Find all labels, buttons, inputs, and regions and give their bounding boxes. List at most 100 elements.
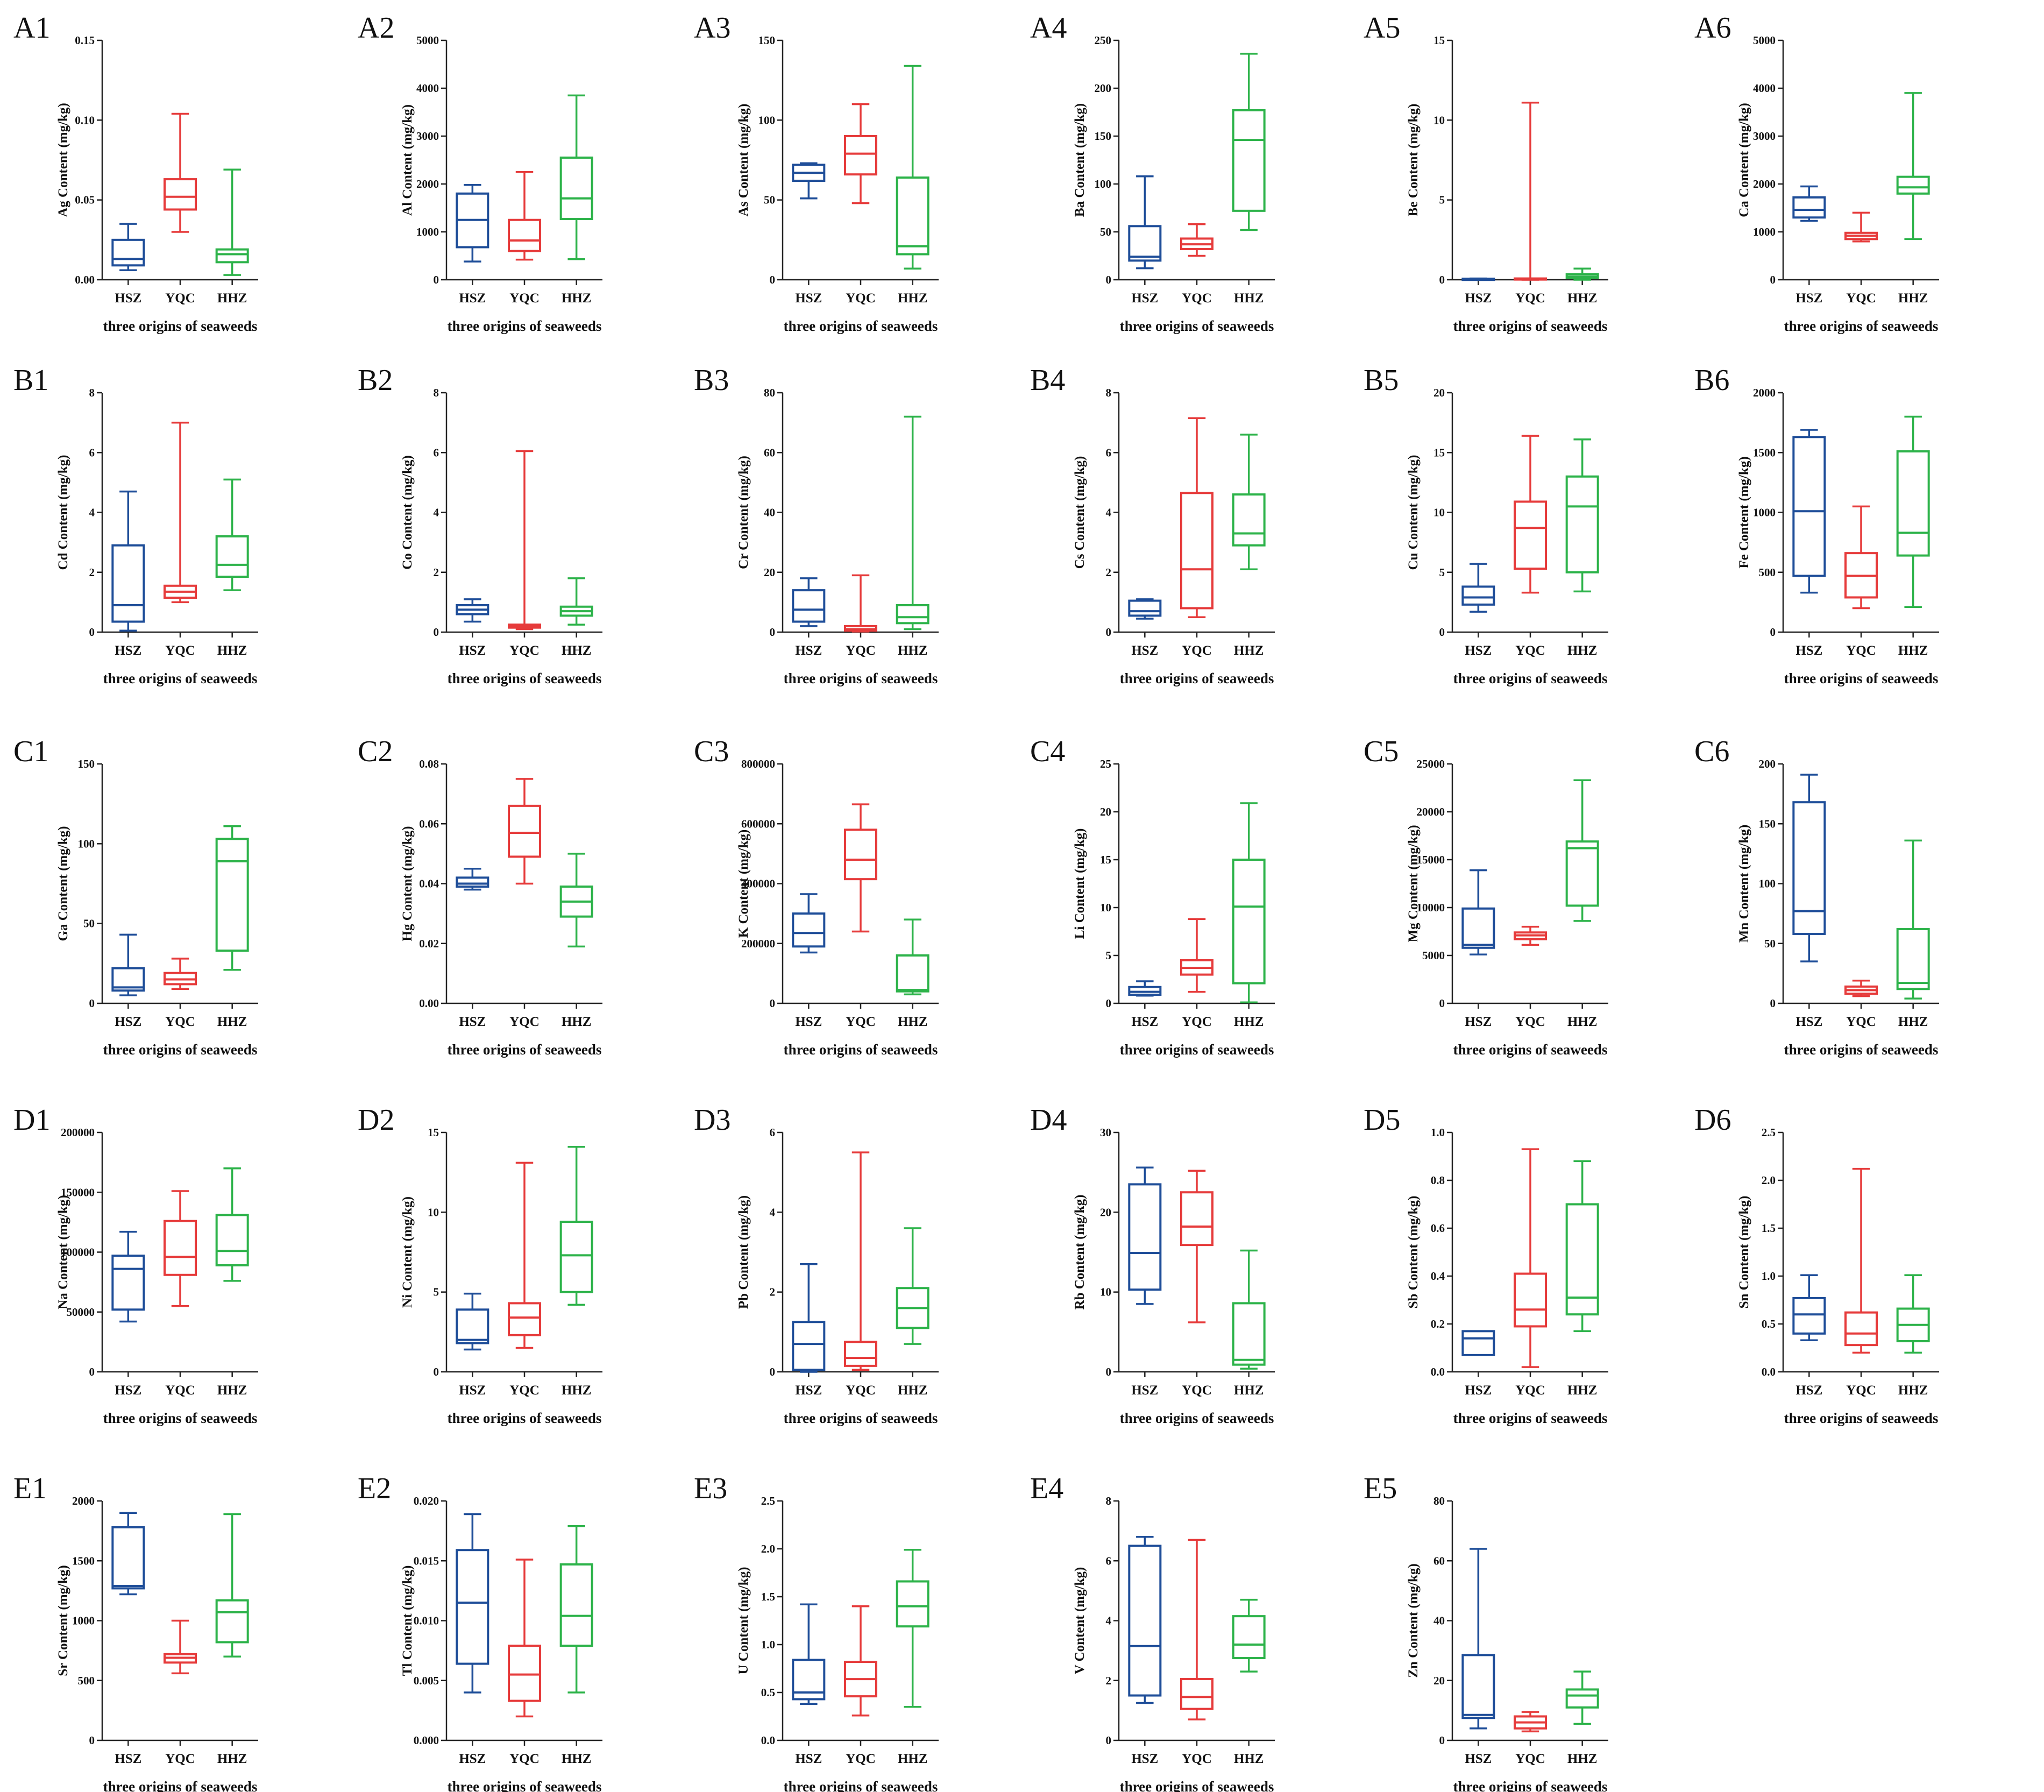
y-tick-label: 25000 xyxy=(1417,757,1445,770)
panel-label: B4 xyxy=(1030,364,1065,397)
y-tick-label: 5 xyxy=(1439,194,1445,207)
box-hsz xyxy=(1461,1330,1495,1356)
y-tick-label: 4000 xyxy=(416,82,439,95)
y-tick-label: 20 xyxy=(1433,1674,1445,1687)
box-hhz xyxy=(1565,438,1599,593)
x-category-label: YQC xyxy=(846,1752,876,1766)
y-axis-label: Fe Content (mg/kg) xyxy=(1737,456,1751,568)
y-axis-label: V Content (mg/kg) xyxy=(1073,1567,1087,1675)
y-tick-label: 8 xyxy=(1106,1494,1112,1507)
y-tick-label: 5 xyxy=(434,1286,439,1299)
chart-panel-A5: A5 0 5 10 15 Be Content (mg/kg) HSZ YQC HHZ three… xyxy=(1364,11,1608,334)
box-hsz xyxy=(456,598,489,623)
y-tick-label: 2 xyxy=(770,1286,776,1299)
y-tick-label: 40 xyxy=(1433,1614,1445,1627)
x-category-label: HHZ xyxy=(898,1383,928,1398)
x-category-label: HSZ xyxy=(1465,1015,1492,1029)
box-hsz xyxy=(456,1513,489,1694)
x-category-label: HSZ xyxy=(1131,1383,1158,1398)
iqr-box xyxy=(1514,500,1547,570)
y-tick-label: 0 xyxy=(89,997,95,1010)
y-axis-label: Rb Content (mg/kg) xyxy=(1073,1195,1087,1310)
panel-label: C2 xyxy=(358,735,393,768)
x-category-label: HSZ xyxy=(1465,643,1492,658)
chart-panel-A4: A4 0 50 100 150 200 250 Ba Content (mg/kg) HSZ YQ… xyxy=(1030,11,1275,334)
x-category-label: HHZ xyxy=(1234,643,1264,658)
box-hhz xyxy=(1232,1249,1266,1370)
box-hsz xyxy=(456,184,489,263)
y-tick-label: 200000 xyxy=(741,937,775,950)
box-hsz xyxy=(1461,563,1495,613)
iqr-box xyxy=(1461,1654,1495,1719)
chart-panel-E2: E2 0.000 0.005 0.010 0.015 0.020 Tl Content (m… xyxy=(358,1472,602,1792)
y-tick-label: 50 xyxy=(1764,937,1776,950)
y-tick-label: 5000 xyxy=(1422,949,1445,962)
x-category-label: HSZ xyxy=(795,1752,822,1766)
x-category-label: HHZ xyxy=(1898,643,1928,658)
box-hhz xyxy=(1565,1160,1599,1333)
iqr-box xyxy=(1844,1311,1878,1347)
iqr-box xyxy=(164,178,197,211)
iqr-box xyxy=(456,1308,489,1344)
x-category-label: YQC xyxy=(1515,1015,1545,1029)
box-hsz xyxy=(1461,1548,1495,1730)
panel-label: B2 xyxy=(358,364,393,397)
x-category-label: HHZ xyxy=(1234,1752,1264,1766)
iqr-box xyxy=(215,1599,249,1644)
iqr-box xyxy=(1128,1545,1162,1697)
y-tick-label: 20000 xyxy=(1417,805,1445,818)
box-hsz xyxy=(1461,277,1495,281)
x-category-label: HSZ xyxy=(1795,1015,1822,1029)
y-tick-label: 6 xyxy=(1106,1554,1112,1567)
iqr-box xyxy=(1461,585,1495,606)
box-yqc xyxy=(164,1619,197,1675)
x-axis-label: three origins of seaweeds xyxy=(1784,1410,1939,1426)
box-yqc xyxy=(508,778,541,885)
chart-panel-D3: D3 0 2 4 6 Pb Content (mg/kg) HSZ YQC HHZ three o… xyxy=(694,1103,939,1426)
box-hhz xyxy=(1232,1598,1266,1673)
x-axis-label: three origins of seaweeds xyxy=(1453,1410,1608,1426)
x-category-label: YQC xyxy=(1846,1015,1876,1029)
box-hhz xyxy=(896,1549,929,1708)
box-yqc xyxy=(1514,1711,1547,1733)
box-hhz xyxy=(1232,802,1266,1003)
y-tick-label: 50 xyxy=(764,194,775,207)
x-category-label: YQC xyxy=(1515,291,1545,306)
x-axis-label: three origins of seaweeds xyxy=(784,670,938,686)
box-yqc xyxy=(164,1190,197,1307)
box-yqc xyxy=(508,1161,541,1349)
y-axis-label: Cu Content (mg/kg) xyxy=(1406,455,1421,570)
x-category-label: YQC xyxy=(165,291,195,306)
y-tick-label: 0.0 xyxy=(1431,1365,1445,1378)
x-category-label: HSZ xyxy=(1795,643,1822,658)
box-yqc xyxy=(1514,435,1547,594)
x-category-label: HSZ xyxy=(1131,1015,1158,1029)
y-tick-label: 4 xyxy=(1106,506,1112,519)
box-hsz xyxy=(1461,869,1495,955)
x-category-label: HHZ xyxy=(898,291,928,306)
panel-label: C5 xyxy=(1364,735,1399,768)
x-axis-label: three origins of seaweeds xyxy=(1120,670,1274,686)
box-hhz xyxy=(1896,1274,1930,1354)
x-category-label: YQC xyxy=(846,1015,876,1029)
y-tick-label: 0.010 xyxy=(414,1614,439,1627)
x-category-label: HSZ xyxy=(1131,643,1158,658)
x-category-label: HHZ xyxy=(1898,1015,1928,1029)
x-category-label: HSZ xyxy=(115,1383,141,1398)
x-category-label: YQC xyxy=(1846,1383,1876,1398)
box-hhz xyxy=(215,1167,249,1282)
iqr-box xyxy=(1232,859,1266,984)
x-category-label: YQC xyxy=(846,291,876,306)
chart-panel-E1: E1 0 500 1000 1500 2000 Sr Content (mg/kg) HSZ Y… xyxy=(13,1472,258,1792)
y-axis-label: Ag Content (mg/kg) xyxy=(56,103,70,217)
panel-label: D2 xyxy=(358,1103,394,1137)
y-tick-label: 0.015 xyxy=(414,1554,439,1567)
x-category-label: HSZ xyxy=(1795,1383,1822,1398)
y-tick-label: 250 xyxy=(1095,34,1112,47)
chart-panel-E4: E4 0 2 4 6 8 V Content (mg/kg) HSZ YQC HHZ three o… xyxy=(1030,1472,1275,1792)
y-tick-label: 1500 xyxy=(72,1554,95,1567)
y-tick-label: 5 xyxy=(1106,949,1112,962)
x-category-label: HSZ xyxy=(115,1015,141,1029)
y-tick-label: 0.00 xyxy=(419,997,439,1010)
iqr-box xyxy=(792,589,826,623)
